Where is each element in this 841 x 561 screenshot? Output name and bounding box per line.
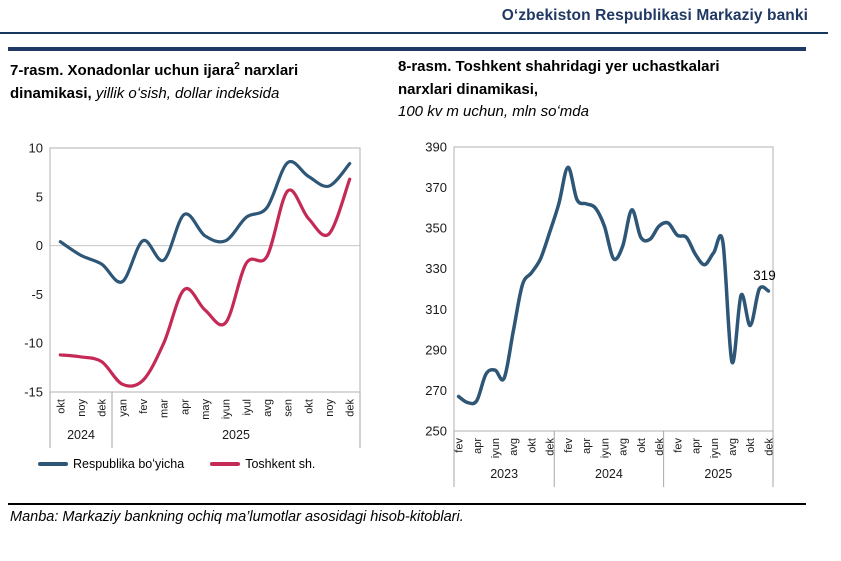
page-header-title: Oʻzbekiston Respublikasi Markaziy banki [501, 7, 808, 24]
rent-prices-chart-month-label: iyun [221, 399, 233, 419]
rent-prices-chart-month-label: okt [303, 399, 315, 414]
rent-prices-chart-year-label: 2025 [222, 428, 250, 442]
left-figure-title: 7-rasm. Xonadonlar uchun ijara2 narxlari… [10, 56, 362, 105]
land-prices-chart-month-label: avg [508, 438, 520, 456]
land-prices-chart-month-label: apr [472, 438, 484, 454]
land-prices-chart-month-label: dek [763, 438, 775, 456]
rent-prices-chart-month-label: iyul [241, 399, 253, 416]
land-prices-chart-month-label: fev [672, 438, 684, 453]
rent-prices-chart-month-label: okt [55, 399, 67, 414]
land-prices-chart-month-label: okt [636, 438, 648, 453]
chart-legend: Respublika boʻyicha Toshkent sh. [38, 457, 341, 471]
land-prices-chart-year-label: 2024 [595, 467, 623, 481]
land-prices-chart-y-tick-label: 330 [425, 261, 447, 276]
right-figure-title: 8-rasm. Toshkent shahridagi yer uchastka… [398, 56, 738, 124]
land-prices-chart-month-label: avg [618, 438, 630, 456]
rent-prices-chart-month-label: avg [262, 399, 274, 417]
land-prices-chart-y-tick-label: 390 [425, 140, 447, 155]
rent-prices-chart-month-label: may [200, 399, 212, 420]
rent-prices-chart-y-tick-label: 10 [29, 141, 43, 156]
rent-prices-chart-series-line [58, 159, 352, 284]
rent-prices-chart-year-label: 2024 [67, 428, 95, 442]
rent-prices-chart-month-label: dek [345, 399, 357, 417]
rent-prices-chart-y-tick-label: 5 [36, 189, 43, 204]
land-prices-chart-data-label: 319 [753, 268, 776, 283]
rent-prices-chart-month-label: dek [97, 399, 109, 417]
land-prices-chart-year-label: 2025 [704, 467, 732, 481]
left-figure-title-bold: 7-rasm. Xonadonlar uchun ijara [10, 62, 235, 79]
legend-item-toshkent: Toshkent sh. [210, 457, 315, 471]
land-prices-chart-y-tick-label: 270 [425, 383, 447, 398]
land-prices-chart-y-tick-label: 370 [425, 180, 447, 195]
rent-prices-chart-y-tick-label: -10 [24, 336, 43, 351]
land-prices-chart-month-label: iyun [490, 438, 502, 458]
land-prices-chart-month-label: apr [581, 438, 593, 454]
land-prices-chart-month-label: apr [691, 438, 703, 454]
land-prices-chart-y-tick-label: 250 [425, 424, 447, 439]
header-rule-thick [8, 47, 806, 51]
left-figure-title-bold-2: narxlari dinamikasi, [10, 62, 299, 102]
land-prices-chart-month-label: dek [545, 438, 557, 456]
land-prices-chart-y-tick-label: 290 [425, 342, 447, 357]
land-prices-chart-y-tick-label: 350 [425, 221, 447, 236]
footnote-ref: 2 [234, 61, 240, 72]
rent-prices-chart-month-label: yan [117, 399, 129, 417]
land-prices-chart-month-label: fev [454, 438, 466, 453]
legend-line-swatch-red [210, 462, 241, 466]
rent-prices-chart-month-label: mar [159, 399, 171, 418]
rent-prices-chart-y-tick-label: 0 [36, 238, 43, 253]
footer-rule [8, 503, 806, 505]
rent-prices-chart-month-label: apr [179, 399, 191, 415]
rent-prices-chart-y-tick-label: -5 [31, 287, 43, 302]
legend-item-respublika: Respublika boʻyicha [38, 457, 184, 471]
land-prices-chart-month-label: iyun [709, 438, 721, 458]
header-rule-thin [0, 32, 828, 34]
left-figure-title-italic: yillik oʻsish, dollar indeksida [91, 84, 280, 102]
land-prices-chart-year-label: 2023 [490, 467, 518, 481]
land-prices-chart-plot-border [453, 146, 774, 432]
legend-label: Respublika boʻyicha [73, 457, 185, 471]
rent-prices-chart-series-line [58, 177, 352, 388]
rent-prices-chart-month-label: fev [138, 399, 150, 414]
legend-label: Toshkent sh. [245, 457, 316, 471]
land-prices-chart-month-label: avg [727, 438, 739, 456]
legend-line-swatch-blue [38, 462, 68, 466]
right-figure-title-bold: 8-rasm. Toshkent shahridagi yer uchastka… [398, 58, 720, 98]
right-figure-title-italic: 100 kv m uchun, mln soʻmda [398, 103, 589, 120]
rent-prices-chart-month-label: noy [324, 399, 336, 417]
land-prices-chart-month-label: okt [526, 438, 538, 453]
land-prices-chart-month-label: dek [654, 438, 666, 456]
land-prices-chart-month-label: fev [563, 438, 575, 453]
land-prices-chart-y-tick-label: 310 [425, 302, 447, 317]
land-prices-chart-month-label: iyun [599, 438, 611, 458]
rent-prices-chart-month-label: noy [76, 399, 88, 417]
rent-prices-chart-y-tick-label: -15 [24, 385, 43, 400]
source-note: Manba: Markaziy bankning ochiq ma’lumotl… [10, 509, 464, 525]
rent-prices-chart-month-label: sen [283, 399, 295, 417]
rent-prices-chart-plot-border [49, 147, 361, 393]
land-prices-chart-month-label: okt [745, 438, 757, 453]
land-prices-chart-series-line [456, 165, 771, 406]
